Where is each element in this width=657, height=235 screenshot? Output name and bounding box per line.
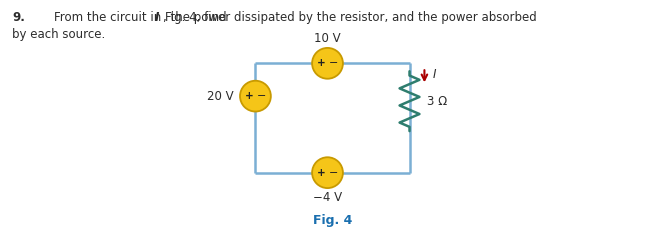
Ellipse shape [312,157,343,188]
Text: +: + [245,91,254,101]
Text: 10 V: 10 V [314,32,341,45]
Text: by each source.: by each source. [12,27,105,40]
Ellipse shape [240,81,271,112]
Text: −4 V: −4 V [313,191,342,204]
Text: Fig. 4: Fig. 4 [313,214,352,227]
Text: +: + [317,58,326,68]
Text: , the power dissipated by the resistor, and the power absorbed: , the power dissipated by the resistor, … [163,11,537,24]
Ellipse shape [312,48,343,79]
Text: −: − [257,91,266,101]
Text: +: + [317,168,326,178]
Text: 9.: 9. [12,11,25,24]
Text: I: I [154,11,159,24]
Text: From the circuit in Fig. 4, find: From the circuit in Fig. 4, find [54,11,230,24]
Text: 3 Ω: 3 Ω [428,95,447,108]
Text: −: − [328,168,338,178]
Text: −: − [328,58,338,68]
Text: I: I [432,68,436,81]
Text: 20 V: 20 V [207,90,234,103]
